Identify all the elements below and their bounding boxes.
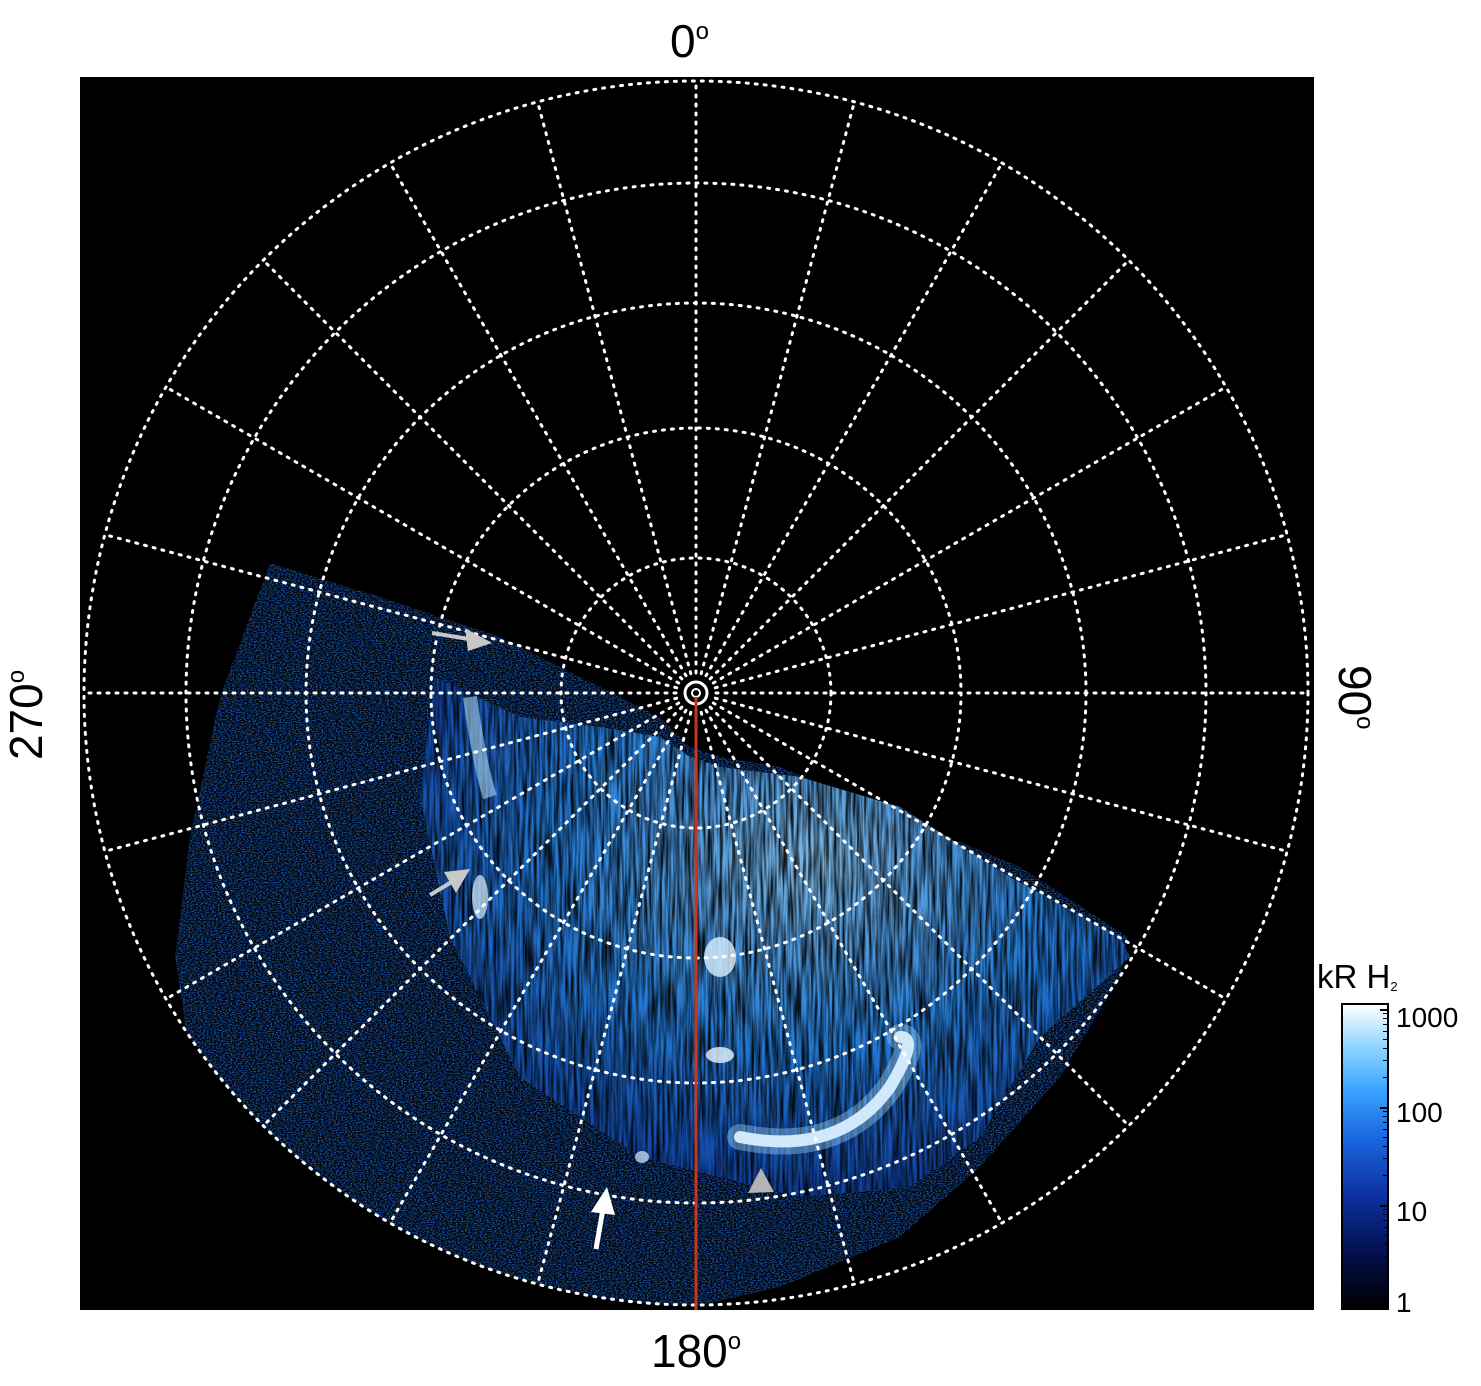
data-swath-streaks <box>420 677 1130 1197</box>
colorbar-minor-tick <box>1383 1128 1387 1130</box>
colorbar-minor-tick <box>1383 1256 1387 1258</box>
colorbar-minor-tick <box>1383 1145 1387 1147</box>
colorbar-minor-tick <box>1383 1220 1387 1222</box>
grid-spoke <box>261 705 684 1128</box>
colorbar <box>1341 1003 1389 1310</box>
colorbar-minor-tick <box>1383 1077 1387 1079</box>
main-auroral-arc <box>734 1031 914 1148</box>
arrow-white-lower-icon <box>591 1187 615 1250</box>
auroral-image <box>82 79 1310 1310</box>
arrowhead-gray-lower-icon <box>748 1168 774 1193</box>
axis-label-0deg: 0o <box>670 15 709 67</box>
colorbar-minor-tick <box>1383 1047 1387 1049</box>
bright-spot-3 <box>472 875 488 919</box>
grid-spoke <box>103 533 679 690</box>
grid-spoke <box>708 258 1131 681</box>
colorbar-minor-tick <box>1383 1018 1387 1020</box>
grid-spoke <box>164 385 681 685</box>
colorbar-minor-tick <box>1383 1060 1387 1062</box>
colorbar-minor-tick <box>1383 1226 1387 1228</box>
colorbar-minor-tick <box>1383 1273 1387 1275</box>
grid-spoke <box>388 161 688 678</box>
arrow-gray-upper-icon <box>431 628 492 651</box>
arrow-gray-middle-icon <box>428 869 470 897</box>
colorbar-minor-tick <box>1383 1013 1387 1015</box>
colorbar-tick-1000 <box>1380 1009 1387 1011</box>
colorbar-minor-tick <box>1383 1158 1387 1160</box>
colorbar-minor-tick <box>1383 1209 1387 1211</box>
grid-spoke <box>699 100 856 676</box>
colorbar-minor-tick <box>1383 1116 1387 1118</box>
colorbar-tick-10 <box>1380 1205 1387 1207</box>
auroral-arc-glow <box>727 1024 921 1155</box>
colorbar-label-100: 100 <box>1396 1097 1443 1128</box>
colorbar-minor-tick <box>1383 1024 1387 1026</box>
colorbar-minor-tick <box>1383 1038 1387 1040</box>
grid-spoke <box>536 100 693 676</box>
colorbar-minor-tick <box>1383 1214 1387 1216</box>
colorbar-minor-tick <box>1383 1243 1387 1245</box>
colorbar-minor-tick <box>1383 1136 1387 1138</box>
bright-spot-2 <box>706 1047 734 1063</box>
colorbar-minor-tick <box>1383 1030 1387 1032</box>
colorbar-label-1000: 1000 <box>1396 1002 1459 1033</box>
axis-label-180deg: 180o <box>651 1325 742 1377</box>
grid-spoke <box>261 258 684 681</box>
grid-spoke <box>713 533 1289 690</box>
grid-spoke <box>103 696 679 853</box>
grid-spoke <box>536 710 693 1286</box>
limb-brightening <box>463 696 497 800</box>
bright-spot-4 <box>635 1151 649 1163</box>
colorbar-title: kR H2 <box>1317 958 1398 995</box>
colorbar-minor-tick <box>1383 1122 1387 1124</box>
grid-spoke <box>699 710 856 1286</box>
colorbar-tick-100 <box>1380 1107 1387 1109</box>
colorbar-minor-tick <box>1383 1111 1387 1113</box>
colorbar-minor-tick <box>1383 1234 1387 1236</box>
colorbar-label-1: 1 <box>1396 1287 1412 1318</box>
grid-spoke <box>388 708 688 1225</box>
pole-marker-inner <box>691 688 701 698</box>
colorbar-label-10: 10 <box>1396 1196 1428 1227</box>
grid-spoke <box>711 385 1228 685</box>
grid-spoke <box>704 708 1004 1225</box>
grid-spoke <box>708 705 1131 1128</box>
axis-label-90deg: 90o <box>1329 665 1381 730</box>
grid-spoke <box>713 696 1289 853</box>
colorbar-tick-1 <box>1380 1303 1387 1305</box>
grid-spoke <box>164 701 681 1001</box>
polar-grid <box>82 79 1310 1307</box>
colorbar-minor-tick <box>1383 1175 1387 1177</box>
axis-label-270deg: 270o <box>0 669 52 761</box>
grid-spoke <box>711 701 1228 1001</box>
bright-spot-1 <box>704 937 736 977</box>
polar-projection-panel <box>80 77 1314 1310</box>
grid-spoke <box>704 161 1004 678</box>
